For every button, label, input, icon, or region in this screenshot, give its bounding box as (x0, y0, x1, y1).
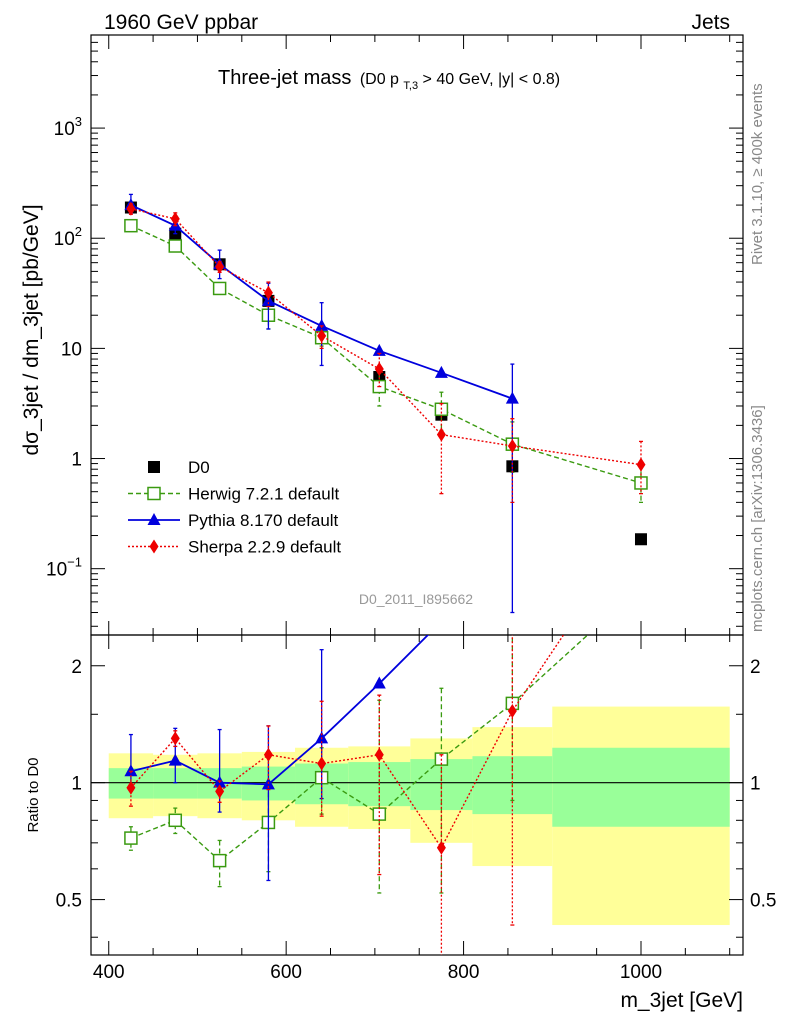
x-tick-label: 600 (270, 962, 302, 983)
sherpa-point-marker (507, 703, 517, 718)
y-tick-label: 102 (54, 224, 82, 250)
axis-tick-labels: 400 600 800 1000 10−1 1 10 102 103 0.5 0.5 1 1 2 2 (46, 114, 776, 983)
ratio-tick-label-left: 0.5 (56, 891, 82, 912)
sherpa-point-marker (436, 840, 446, 855)
herwig-point-marker (212, 281, 227, 296)
ratio-tick-label-left: 2 (71, 657, 82, 678)
pythia-point-marker (505, 391, 519, 404)
ratio-tick-label-right: 1 (750, 774, 761, 795)
sherpa-point-marker (436, 427, 446, 442)
sherpa-point-marker (636, 513, 645, 527)
sherpa-point-marker (149, 539, 159, 554)
pythia-point-marker (124, 764, 138, 777)
pythia-point-marker (147, 513, 161, 525)
herwig-line (130, 225, 642, 484)
pythia-point-marker (372, 676, 386, 689)
pythia-point-marker (434, 365, 448, 378)
sherpa-point-marker (170, 731, 180, 746)
chart-title-subscript: T,3 (403, 80, 418, 92)
beam-energy-label: 1960 GeV ppbar (104, 11, 258, 34)
band-inner-bin (552, 747, 730, 827)
sherpa-line (130, 208, 642, 466)
herwig-point-marker (147, 486, 161, 501)
ratio-series-layer (124, 513, 647, 955)
ratio-tick-label-right: 0.5 (750, 891, 776, 912)
pythia-point-marker (372, 343, 386, 356)
sherpa-point-marker (263, 285, 273, 300)
y-tick-label: 10 (61, 339, 82, 360)
legend: D0 Herwig 7.2.1 default Pythia 8.170 defau… (128, 458, 341, 557)
herwig-ratio-line (130, 635, 589, 862)
chart-title-sub: (D0 p (360, 71, 399, 88)
pythia-line (130, 204, 513, 400)
herwig-point-marker (124, 218, 138, 233)
rivet-version-label: Rivet 3.1.10, ≥ 400k events (749, 83, 766, 265)
mcplots-label: mcplots.cern.ch [arXiv:1306.3436] (749, 405, 766, 632)
ratio-uncertainty-band (108, 706, 730, 926)
x-tick-label: 800 (448, 962, 480, 983)
analysis-id-label: D0_2011_I895662 (359, 591, 473, 607)
sherpa-point-marker (507, 438, 517, 453)
data-point-marker (634, 533, 647, 546)
sherpa-point-marker (374, 361, 384, 376)
axis-ticks (91, 34, 743, 955)
chart-title-main: Three-jet mass (218, 67, 351, 89)
sherpa-point-marker (215, 259, 225, 274)
sherpa-point-marker (374, 747, 384, 762)
y-axis-label: dσ_3jet / dm_3jet [pb/GeV] (20, 204, 43, 455)
chart-title: Three-jet mass (D0 p T,3 > 40 GeV, |y| <… (218, 67, 560, 93)
ratio-axis-label: Ratio to D0 (25, 757, 42, 832)
herwig-point-marker (212, 853, 227, 868)
legend-label-data: D0 (188, 458, 210, 477)
category-label: Jets (691, 11, 730, 34)
ratio-tick-label-left: 1 (71, 774, 82, 795)
pythia-point-marker (435, 614, 448, 626)
main-series-layer (124, 193, 648, 614)
herwig-point-marker (635, 580, 647, 592)
sherpa-point-marker (263, 747, 273, 762)
legend-label-pythia: Pythia 8.170 default (188, 511, 339, 530)
sherpa-point-marker (126, 201, 136, 216)
y-tick-label: 103 (54, 114, 82, 140)
sherpa-ratio-line (130, 635, 565, 850)
data-point-marker (148, 461, 160, 473)
pythia-ratio-line (130, 635, 430, 786)
herwig-point-marker (168, 813, 183, 828)
y-tick-label: 10−1 (46, 555, 82, 581)
sherpa-point-marker (636, 457, 646, 472)
y-tick-label: 1 (71, 450, 82, 471)
herwig-point-marker (168, 239, 183, 253)
x-axis-label: m_3jet [GeV] (620, 989, 743, 1012)
ratio-tick-label-right: 2 (750, 657, 761, 678)
herwig-point-marker (124, 831, 138, 845)
chart-title-sub-rest: > 40 GeV, |y| < 0.8) (423, 71, 561, 88)
x-tick-label: 1000 (620, 962, 662, 983)
legend-label-herwig: Herwig 7.2.1 default (188, 485, 339, 504)
ratio-panel-frame (90, 634, 744, 956)
sherpa-point-marker (126, 780, 136, 795)
sherpa-point-marker (170, 211, 180, 226)
sherpa-point-marker (317, 328, 327, 343)
pythia-point-marker (168, 753, 182, 766)
herwig-point-marker (372, 807, 387, 821)
x-tick-label: 400 (93, 962, 125, 983)
pythia-point-marker (315, 318, 329, 331)
sherpa-point-marker (317, 756, 327, 771)
legend-label-sherpa: Sherpa 2.2.9 default (188, 538, 341, 557)
sherpa-point-marker (215, 784, 225, 799)
